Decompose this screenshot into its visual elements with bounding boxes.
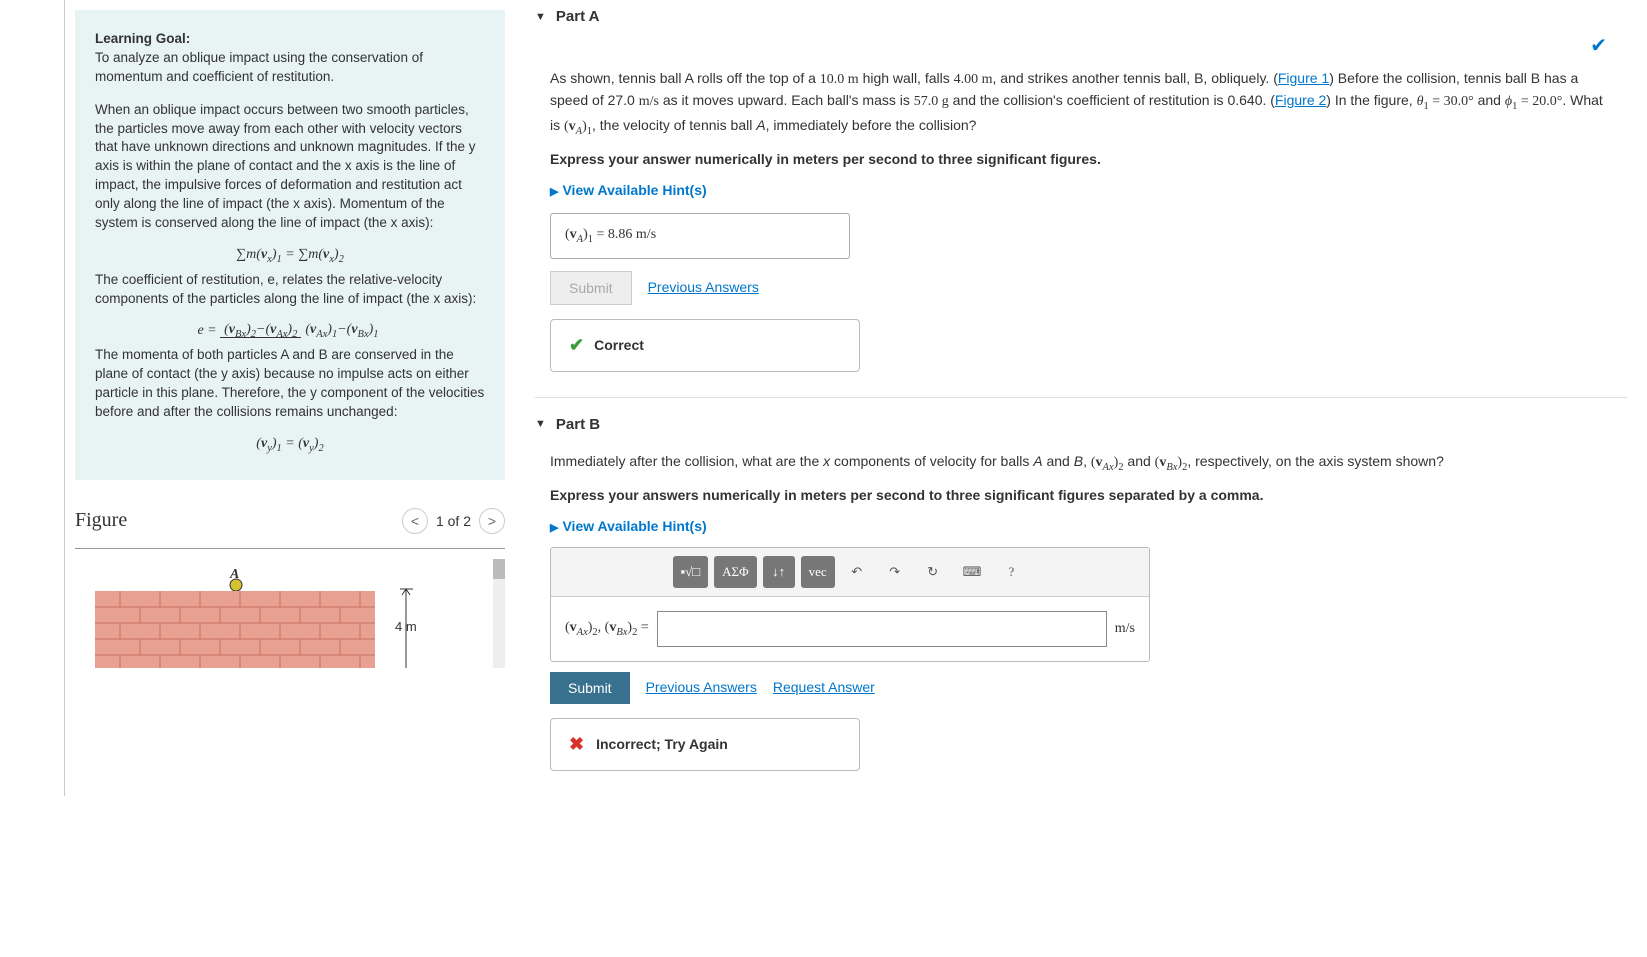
left-column: Learning Goal: To analyze an oblique imp… (65, 0, 515, 796)
toolbar-keyboard-button[interactable]: ⌨ (955, 556, 990, 588)
part-b-prompt: Immediately after the collision, what ar… (550, 451, 1612, 476)
part-a-prompt: As shown, tennis ball A rolls off the to… (550, 68, 1612, 139)
toolbar-reset-button[interactable]: ↻ (917, 556, 949, 588)
part-b-incorrect-feedback: ✖ Incorrect; Try Again (550, 718, 860, 771)
toolbar-help-button[interactable]: ? (995, 556, 1027, 588)
part-b-input-label: (vAx)2, (vBx)2 = (565, 617, 649, 641)
part-a-title: Part A (556, 8, 600, 25)
learning-goal-p1: To analyze an oblique impact using the c… (95, 50, 423, 84)
part-b-submit-row: Submit Previous Answers Request Answer (550, 672, 1612, 704)
left-margin (0, 0, 65, 796)
figure-svg (90, 577, 390, 668)
figure-next-button[interactable]: > (479, 508, 505, 534)
part-b-input-panel: ▪√□ ΑΣΦ ↓↑ vec ↶ ↷ ↻ ⌨ ? (vAx)2, (vBx)2 … (550, 547, 1150, 662)
figure-2-link[interactable]: Figure 2 (1275, 92, 1326, 108)
part-a-previous-answers-link[interactable]: Previous Answers (648, 277, 759, 298)
figure-dim-label: 4 m (395, 619, 417, 634)
part-b-hints-toggle[interactable]: ▶View Available Hint(s) (550, 516, 1612, 537)
learning-goal-box: Learning Goal: To analyze an oblique imp… (75, 10, 505, 480)
part-b-body: Immediately after the collision, what ar… (535, 441, 1627, 796)
figure-prev-button[interactable]: < (402, 508, 428, 534)
part-a-submit-row: Submit Previous Answers (550, 271, 1612, 305)
part-a-complete-icon: ✔ (535, 33, 1627, 58)
toolbar-undo-button[interactable]: ↶ (841, 556, 873, 588)
part-a-hints-toggle[interactable]: ▶View Available Hint(s) (550, 180, 1612, 201)
part-a-body: As shown, tennis ball A rolls off the to… (535, 58, 1627, 398)
figure-page: 1 of 2 (436, 513, 471, 529)
learning-goal-p2: When an oblique impact occurs between tw… (95, 101, 485, 233)
part-b-answer-input[interactable] (657, 611, 1107, 647)
part-b-input-row: (vAx)2, (vBx)2 = m/s (551, 597, 1149, 661)
expand-icon: ▶ (550, 186, 558, 198)
expand-icon: ▶ (550, 522, 558, 534)
learning-goal-title: Learning Goal: (95, 31, 190, 46)
part-b-request-answer-link[interactable]: Request Answer (773, 677, 875, 698)
part-a-header[interactable]: ▼ Part A (535, 0, 1627, 33)
part-b-previous-answers-link[interactable]: Previous Answers (646, 677, 757, 698)
figure-scrollbar[interactable] (493, 559, 505, 668)
right-column: ▼ Part A ✔ As shown, tennis ball A rolls… (515, 0, 1647, 796)
toolbar-redo-button[interactable]: ↷ (879, 556, 911, 588)
vy-equation: (vy)1 = (vy)2 (95, 436, 485, 454)
toolbar-subscript-button[interactable]: ↓↑ (763, 556, 795, 588)
part-a-correct-feedback: ✔ Correct (550, 319, 860, 372)
toolbar-greek-button[interactable]: ΑΣΦ (714, 556, 756, 588)
part-b-title: Part B (556, 416, 600, 433)
collapse-icon: ▼ (535, 418, 546, 430)
figure-title: Figure (75, 509, 127, 532)
part-b-submit-button[interactable]: Submit (550, 672, 630, 704)
figure-header: Figure < 1 of 2 > (75, 500, 505, 542)
toolbar-vec-button[interactable]: vec (801, 556, 835, 588)
equation-toolbar: ▪√□ ΑΣΦ ↓↑ vec ↶ ↷ ↻ ⌨ ? (551, 548, 1149, 597)
learning-goal-p3: The coefficient of restitution, e, relat… (95, 271, 485, 309)
part-a-answer: (vA)1 = 8.86 m/s (550, 213, 850, 259)
momentum-equation: ∑m(vx)1 = ∑m(vx)2 (95, 247, 485, 265)
part-b-header[interactable]: ▼ Part B (535, 408, 1627, 441)
restitution-equation: e = (vBx)2−(vAx)2(vAx)1−(vBx)1 (95, 322, 485, 340)
figure-nav: < 1 of 2 > (402, 508, 505, 534)
x-icon: ✖ (569, 731, 584, 758)
figure-canvas: A (75, 548, 505, 668)
figure-1-link[interactable]: Figure 1 (1278, 70, 1329, 86)
collapse-icon: ▼ (535, 11, 546, 23)
part-b-unit: m/s (1115, 618, 1135, 639)
figure-section: Figure < 1 of 2 > A (75, 500, 505, 668)
check-icon: ✔ (569, 332, 584, 359)
part-b-instruct: Express your answers numerically in mete… (550, 485, 1612, 506)
part-a-submit-button: Submit (550, 271, 632, 305)
learning-goal-p4: The momenta of both particles A and B ar… (95, 346, 485, 422)
part-a-instruct: Express your answer numerically in meter… (550, 149, 1612, 170)
toolbar-template-button[interactable]: ▪√□ (673, 556, 709, 588)
